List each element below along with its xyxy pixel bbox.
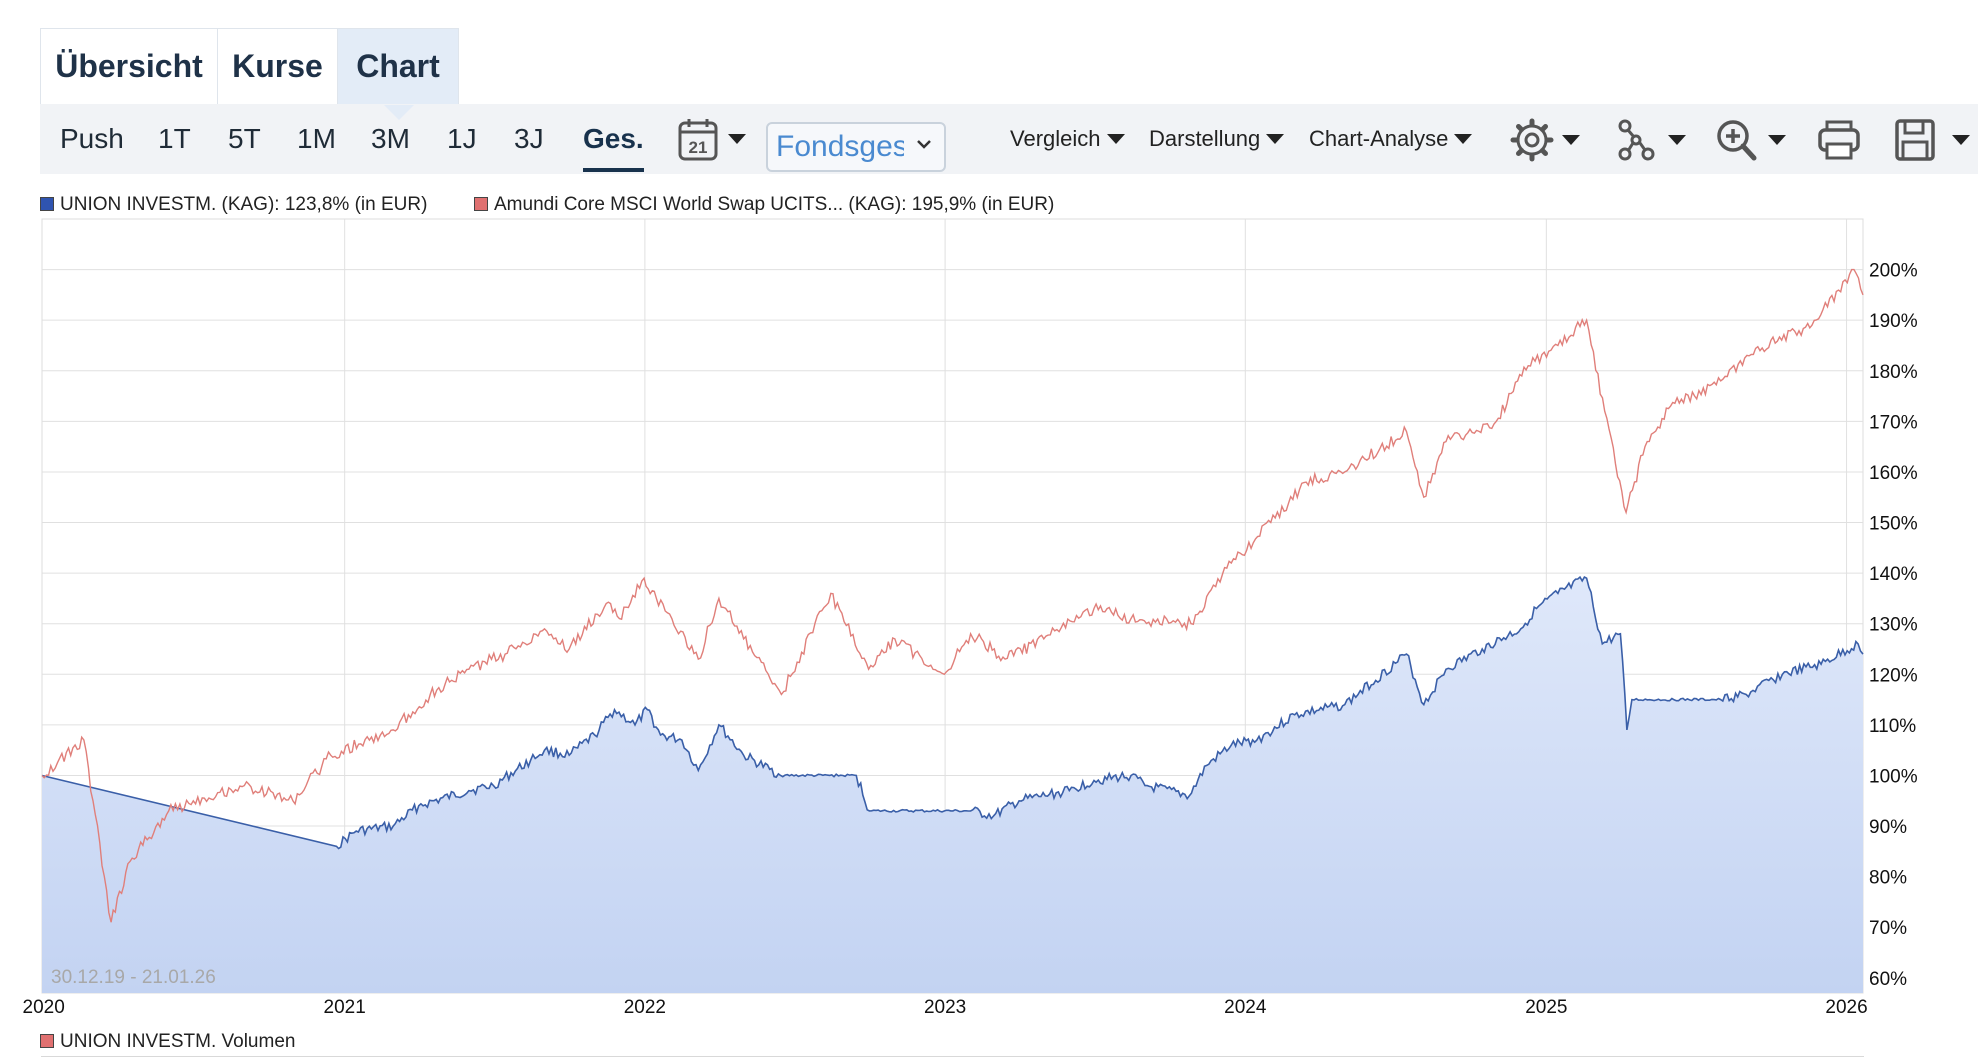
x-axis: 2020 2021 2022 2023 2024 2025 2026 bbox=[23, 997, 1868, 1018]
zoom-in-icon[interactable] bbox=[1716, 118, 1796, 162]
legend-label-union: UNION INVESTM. (KAG): 123,8% (in EUR) bbox=[60, 194, 428, 215]
y-tick-label: 110% bbox=[1869, 716, 1916, 737]
range-1j-button[interactable]: 1J bbox=[447, 123, 477, 154]
range-3j-button[interactable]: 3J bbox=[514, 123, 544, 154]
y-tick-label: 70% bbox=[1869, 918, 1907, 939]
x-tick-label: 2024 bbox=[1224, 997, 1267, 1018]
calendar-icon: 21 bbox=[678, 119, 746, 161]
legend-item-amundi[interactable]: Amundi Core MSCI World Swap UCITS... (KA… bbox=[474, 194, 1054, 216]
x-tick-label: 2025 bbox=[1525, 997, 1567, 1018]
series-area-union bbox=[42, 577, 1863, 993]
caret-down-icon bbox=[1266, 133, 1285, 144]
print-icon[interactable] bbox=[1816, 118, 1866, 162]
series-lines bbox=[41, 268, 1864, 923]
range-1t-button[interactable]: 1T bbox=[158, 123, 191, 154]
legend-item-union[interactable]: UNION INVESTM. (KAG): 123,8% (in EUR) bbox=[40, 194, 427, 216]
date-range-label: 30.12.19 - 21.01.26 bbox=[51, 967, 216, 988]
display-menu[interactable]: Darstellung bbox=[1149, 104, 1285, 174]
y-tick-label: 140% bbox=[1869, 564, 1918, 585]
series-line-union bbox=[41, 575, 1864, 850]
legend-swatch bbox=[40, 1034, 54, 1048]
range-push-button[interactable]: Push bbox=[60, 123, 124, 154]
y-tick-label: 180% bbox=[1869, 362, 1918, 383]
x-tick-label: 2023 bbox=[924, 997, 966, 1018]
series-areas bbox=[42, 577, 1863, 993]
y-axis: 60% 70% 80% 90% 100% 110% 120% 130% 140% 150% 160%… bbox=[1869, 261, 1918, 990]
gear-icon[interactable] bbox=[1510, 118, 1590, 162]
calendar-button[interactable]: 21 bbox=[678, 118, 758, 162]
save-icon[interactable] bbox=[1894, 118, 1978, 162]
y-tick-label: 80% bbox=[1869, 868, 1907, 889]
x-tick-label: 2021 bbox=[324, 997, 366, 1018]
x-tick-label: 2020 bbox=[23, 997, 65, 1018]
chart-analysis-menu-label: Chart-Analyse bbox=[1309, 126, 1449, 151]
chart-toolbar: Push 1T 5T 1M 3M 1J 3J Ges. 21 Fondsgese… bbox=[40, 104, 1978, 174]
range-3m-button[interactable]: 3M bbox=[371, 123, 410, 154]
compare-menu[interactable]: Vergleich bbox=[1010, 104, 1125, 174]
tab-chart[interactable]: Chart bbox=[338, 29, 458, 120]
calendar-day: 21 bbox=[689, 138, 708, 157]
y-tick-label: 120% bbox=[1869, 665, 1918, 686]
chevron-down-icon bbox=[917, 140, 931, 149]
compare-menu-label: Vergleich bbox=[1010, 126, 1101, 151]
tab-overview[interactable]: Übersicht bbox=[41, 29, 218, 105]
company-select-value: Fondsgesellschaft bbox=[776, 130, 904, 163]
chart-analysis-menu[interactable]: Chart-Analyse bbox=[1309, 104, 1473, 174]
range-1m-button[interactable]: 1M bbox=[297, 123, 336, 154]
caret-down-icon bbox=[1454, 133, 1473, 144]
network-icon[interactable] bbox=[1616, 118, 1696, 162]
y-tick-label: 200% bbox=[1869, 261, 1918, 282]
range-total-button[interactable]: Ges. bbox=[583, 104, 644, 174]
y-tick-label: 130% bbox=[1869, 615, 1918, 636]
legend-swatch bbox=[474, 197, 488, 211]
y-tick-label: 100% bbox=[1869, 766, 1918, 787]
display-menu-label: Darstellung bbox=[1149, 126, 1261, 151]
caret-down-icon bbox=[1106, 133, 1125, 144]
chart-tabs: Übersicht Kurse Chart bbox=[40, 28, 459, 120]
y-tick-label: 170% bbox=[1869, 412, 1918, 433]
y-tick-label: 190% bbox=[1869, 311, 1918, 332]
y-tick-label: 150% bbox=[1869, 514, 1918, 535]
x-tick-label: 2022 bbox=[624, 997, 666, 1018]
legend-swatch bbox=[40, 197, 54, 211]
volume-legend-label: UNION INVESTM. Volumen bbox=[60, 1031, 296, 1052]
y-tick-label: 60% bbox=[1869, 969, 1907, 990]
tab-prices[interactable]: Kurse bbox=[218, 29, 338, 105]
y-tick-label: 160% bbox=[1869, 463, 1918, 484]
range-5t-button[interactable]: 5T bbox=[228, 123, 261, 154]
series-line-amundi bbox=[41, 268, 1864, 923]
company-select[interactable]: Fondsgesellschaft bbox=[766, 122, 946, 172]
volume-legend: UNION INVESTM. Volumen bbox=[40, 1031, 295, 1053]
x-tick-label: 2026 bbox=[1825, 997, 1867, 1018]
legend-label-amundi: Amundi Core MSCI World Swap UCITS... (KA… bbox=[494, 194, 1055, 215]
y-tick-label: 90% bbox=[1869, 817, 1907, 838]
